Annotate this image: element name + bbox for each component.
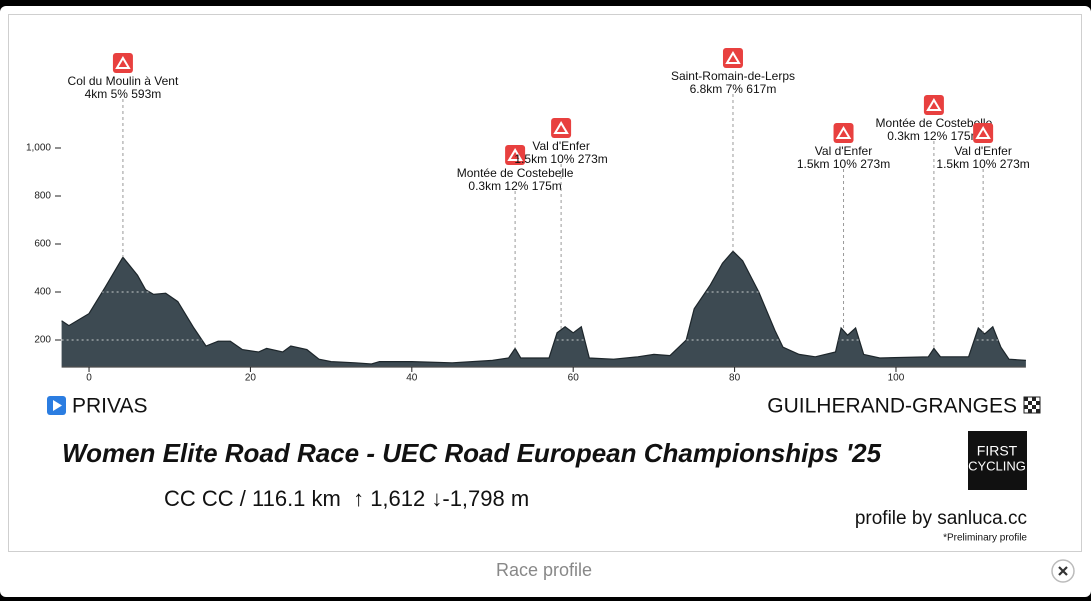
close-button[interactable]: [1051, 559, 1075, 583]
start-label: PRIVAS: [72, 395, 147, 418]
flag-cell: [1032, 409, 1036, 413]
flag-cell: [1032, 401, 1036, 405]
x-tick-label: 0: [86, 373, 92, 384]
flag-cell: [1024, 405, 1028, 409]
y-tick-label: 800: [34, 191, 51, 202]
finish-label: GUILHERAND-GRANGES: [767, 395, 1017, 418]
flag-cell: [1028, 405, 1032, 409]
flag-cell: [1024, 409, 1028, 413]
climb-detail: 4km 5% 593m: [85, 87, 162, 101]
credit: profile by sanluca.cc: [855, 508, 1027, 529]
caption: Race profile: [496, 560, 592, 580]
logo-text: FIRST: [977, 443, 1018, 459]
climb-icon-mountain: [553, 121, 569, 134]
climb-name: Val d'Enfer: [532, 139, 589, 153]
climb-name: Saint-Romain-de-Lerps: [671, 69, 795, 83]
climb-detail: 1.5km 10% 273m: [514, 152, 607, 166]
climb-icon-mountain: [975, 126, 991, 139]
climb-detail: 6.8km 7% 617m: [690, 82, 777, 96]
chart-title: Women Elite Road Race - UEC Road Europea…: [62, 438, 882, 468]
x-tick-label: 60: [568, 373, 580, 384]
flag-cell: [1024, 397, 1028, 401]
climb-icon: [833, 123, 854, 143]
x-tick-label: 100: [888, 373, 905, 384]
flag-cell: [1028, 401, 1032, 405]
climb-icon: [923, 95, 944, 115]
climb-name: Montée de Costebelle: [876, 116, 993, 130]
elevation-area: [61, 251, 1026, 367]
finish-flag: [1023, 396, 1041, 414]
climb-detail: 0.3km 12% 175m: [887, 129, 980, 143]
climb-icon: [973, 123, 994, 143]
x-tick-label: 40: [406, 373, 418, 384]
start-icon-arrow: [53, 400, 62, 411]
climb-icon: [722, 48, 743, 68]
climb-detail: 1.5km 10% 273m: [797, 157, 890, 171]
x-tick-label: 80: [729, 373, 741, 384]
climb-icon-mountain: [725, 51, 741, 64]
logo-box: [968, 431, 1027, 490]
close-icon[interactable]: [1058, 566, 1068, 576]
climb-icon-mountain: [926, 98, 942, 111]
climb-icon-mountain: [115, 56, 131, 69]
flag-cell: [1024, 401, 1028, 405]
climb-detail: 0.3km 12% 175m: [468, 179, 561, 193]
note: *Preliminary profile: [943, 533, 1027, 544]
climb-icon-mountain: [507, 148, 523, 161]
y-tick-label: 1,000: [26, 143, 51, 154]
flag-cell: [1028, 409, 1032, 413]
climb-name: Col du Moulin à Vent: [68, 74, 179, 88]
climb-icon-mountain: [835, 126, 852, 139]
y-tick-label: 200: [34, 335, 51, 346]
climb-detail: 1.5km 10% 273m: [936, 157, 1029, 171]
logo-text: CYCLING: [968, 458, 1026, 473]
climb-icon: [112, 53, 133, 73]
y-tick-label: 400: [34, 287, 51, 298]
stats: CC CC / 116.1 km ↑ 1,612 ↓-1,798 m: [164, 486, 529, 511]
climb-name: Val d'Enfer: [815, 144, 872, 158]
flag-border: [1023, 396, 1041, 414]
flag-cell: [1036, 397, 1040, 401]
y-tick-label: 600: [34, 239, 51, 250]
climb-name: Val d'Enfer: [954, 144, 1011, 158]
elevation-outline: [61, 250, 1026, 365]
climb-icon: [551, 118, 572, 138]
climb-name: Montée de Costebelle: [457, 166, 574, 180]
flag-cell: [1032, 397, 1036, 401]
flag-cell: [1028, 397, 1032, 401]
x-tick-label: 20: [245, 373, 257, 384]
image-frame: [8, 14, 1082, 552]
flag-cell: [1036, 409, 1040, 413]
flag-cell: [1036, 401, 1040, 405]
flag-cell: [1032, 405, 1036, 409]
flag-cell: [1036, 405, 1040, 409]
